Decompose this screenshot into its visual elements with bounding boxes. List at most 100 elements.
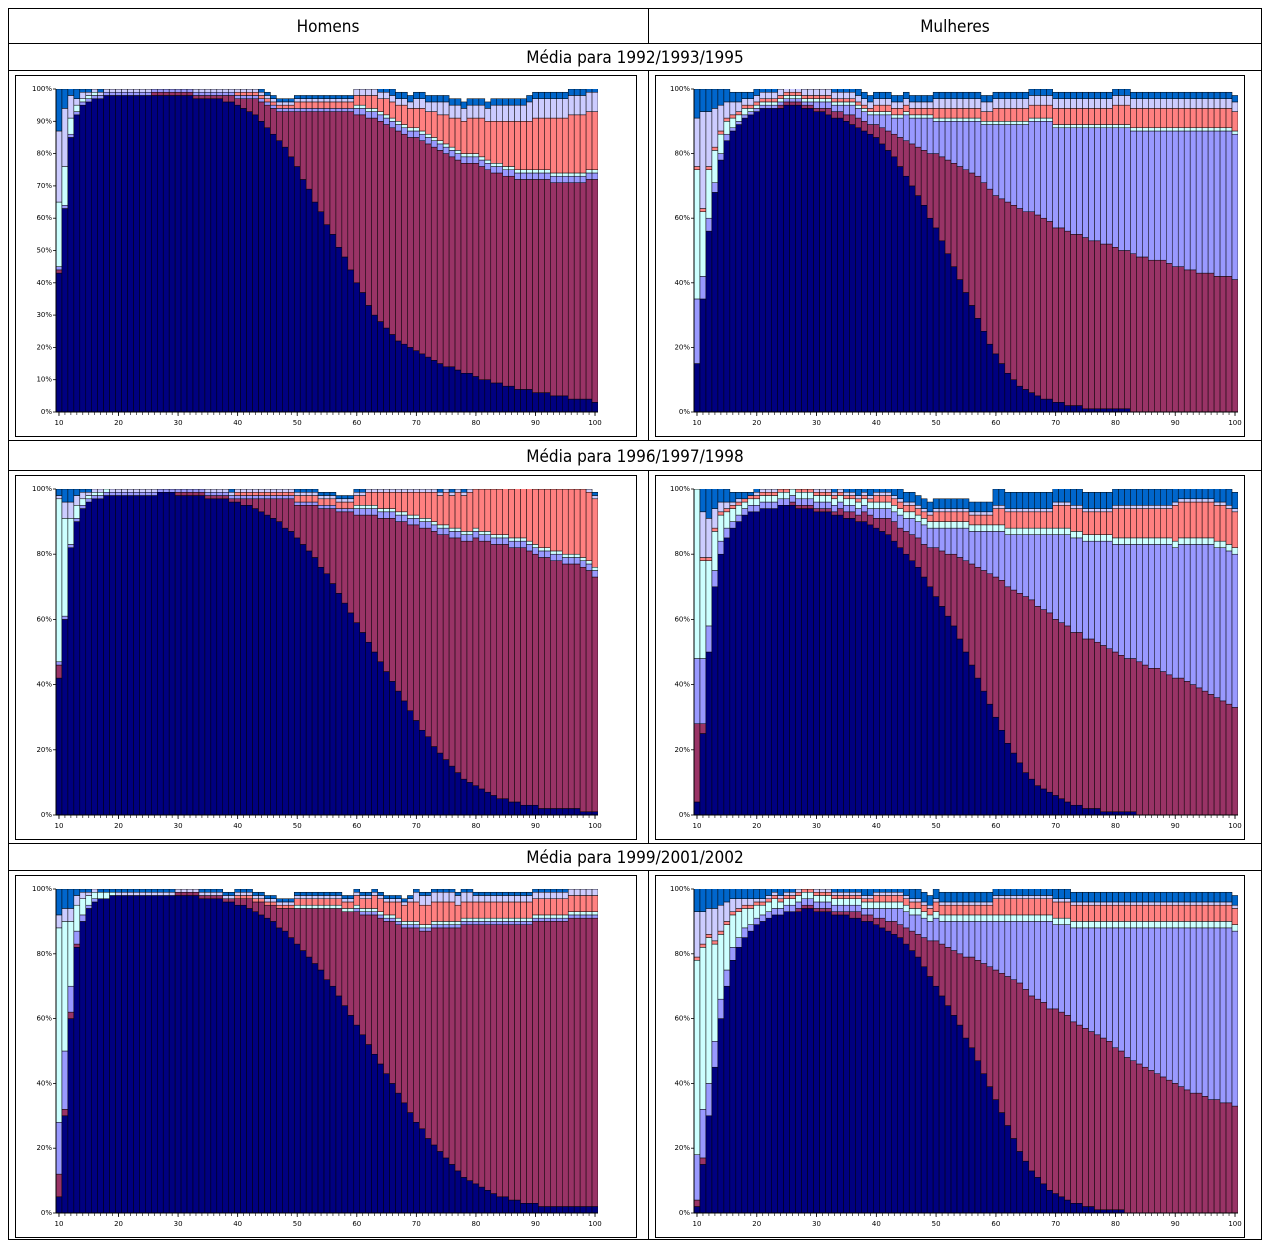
bar-segment [1154, 901, 1161, 906]
bar-segment [837, 117, 844, 412]
bar-segment [914, 521, 922, 539]
bar-segment [562, 563, 569, 809]
bar-segment [401, 904, 408, 922]
bar-segment [855, 104, 862, 109]
bar-segment [1022, 108, 1030, 122]
bar-segment [747, 924, 755, 932]
bar-segment [1046, 221, 1053, 400]
bar-segment [1112, 891, 1119, 903]
bar-segment [992, 921, 1000, 971]
bar-segment [454, 921, 462, 925]
bar-segment [484, 791, 492, 815]
bar-segment [288, 937, 295, 1213]
bar-segment [938, 904, 946, 916]
bar-segment [1070, 505, 1077, 509]
bar-segment [246, 489, 253, 493]
bar-segment [944, 921, 952, 948]
bar-segment [234, 889, 241, 893]
bar-segment [759, 104, 766, 109]
bar-segment [735, 114, 743, 122]
bar-segment [377, 917, 384, 1065]
bar-segment [962, 901, 970, 906]
bar-segment [365, 89, 372, 90]
bar-segment [694, 723, 701, 803]
bar-segment [932, 153, 940, 229]
bar-segment [741, 104, 749, 109]
bar-segment [873, 508, 880, 519]
bar-segment [240, 898, 247, 906]
bar-segment [371, 492, 378, 506]
bar-segment [1166, 537, 1173, 545]
bar-segment [168, 492, 176, 815]
bar-segment [1010, 91, 1018, 99]
bar-segment [1064, 1015, 1071, 1201]
bar-segment [705, 111, 713, 167]
bar-segment [1189, 901, 1197, 906]
y-tick-label: 40% [36, 279, 52, 287]
bar-segment [1130, 1060, 1137, 1213]
bar-segment [460, 891, 468, 903]
bar-segment [1034, 914, 1041, 922]
bar-segment [873, 104, 880, 112]
bar-segment [1046, 95, 1053, 106]
bar-segment [514, 489, 521, 539]
bar-segment [448, 156, 456, 368]
bar-segment [526, 901, 533, 919]
bar-segment [192, 492, 200, 496]
bar-segment [490, 895, 497, 903]
bar-segment [425, 891, 432, 896]
bar-segment [1058, 127, 1065, 229]
bar-segment [849, 904, 856, 912]
bar-segment [413, 514, 420, 519]
bar-segment [407, 895, 414, 899]
bar-segment [573, 182, 581, 400]
bar-segment [992, 895, 1000, 899]
bar-segment [288, 904, 295, 909]
bar-segment [276, 492, 283, 496]
x-tick-label: 30 [812, 822, 821, 830]
bar-segment [807, 89, 814, 90]
bar-segment [825, 495, 832, 503]
bar-segment [801, 95, 808, 99]
bar-segment [377, 111, 384, 116]
bar-segment [938, 91, 946, 99]
bar-segment [67, 133, 75, 138]
bar-segment [204, 891, 212, 896]
bar-segment [1177, 501, 1185, 539]
bar-segment [771, 489, 778, 490]
bar-segment [819, 911, 826, 1213]
bar-segment [735, 121, 743, 125]
bar-segment [1148, 927, 1155, 1071]
bar-segment [1100, 243, 1107, 410]
bar-segment [448, 117, 456, 148]
bar-segment [813, 95, 820, 99]
bar-segment [1183, 904, 1191, 922]
bar-segment [765, 489, 772, 490]
bar-segment [855, 495, 862, 500]
x-tick-label: 80 [471, 419, 480, 427]
bar-segment [145, 889, 152, 893]
bar-segment [956, 91, 964, 99]
bar-segment [1171, 98, 1179, 109]
bar-segment [1124, 901, 1131, 906]
bar-segment [783, 489, 790, 493]
bar-segment [926, 521, 934, 529]
bar-segment [484, 531, 492, 535]
bar-segment [425, 904, 432, 925]
bar-segment [305, 95, 313, 99]
bar-segment [1148, 98, 1155, 109]
bar-segment [944, 914, 952, 922]
bar-segment [1195, 544, 1203, 689]
bar-segment [484, 924, 492, 1191]
bar-segment [1094, 127, 1101, 242]
bar-segment [1016, 982, 1024, 1152]
bar-segment [1076, 927, 1083, 1026]
bar-segment [849, 889, 856, 893]
bar-segment [478, 895, 486, 903]
bar-segment [556, 117, 563, 174]
bar-segment [825, 511, 832, 815]
bar-segment [914, 908, 922, 916]
bar-segment [562, 117, 569, 174]
bar-segment [813, 489, 820, 490]
bar-segment [258, 914, 265, 1213]
